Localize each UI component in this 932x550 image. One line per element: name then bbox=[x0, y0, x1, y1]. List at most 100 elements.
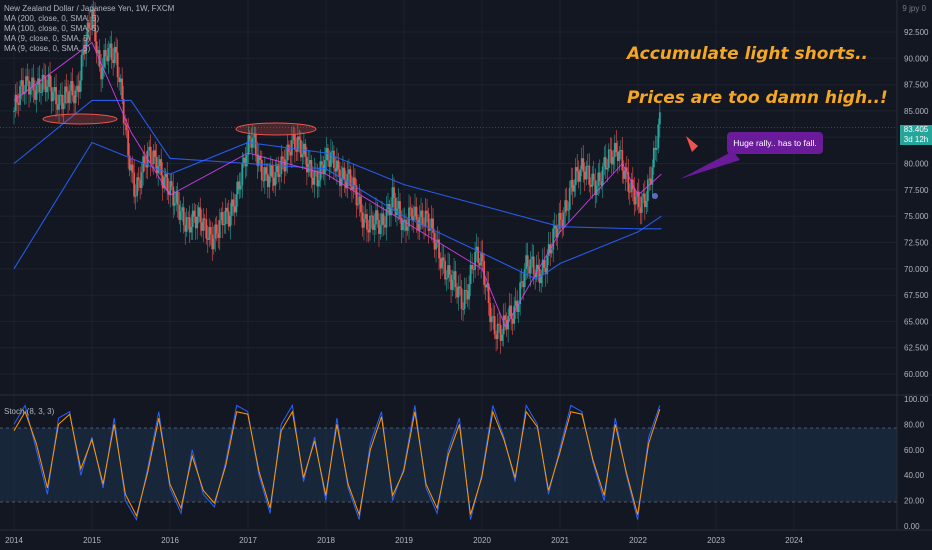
annotation-line-1[interactable]: Accumulate light shorts.. bbox=[627, 44, 868, 64]
time-axis[interactable]: 2014 2015 2016 2017 2018 2019 2020 2021 2022 2023… bbox=[5, 536, 803, 545]
candle-body bbox=[559, 213, 562, 220]
candle-body bbox=[658, 112, 661, 125]
candle-body bbox=[55, 87, 57, 105]
candle-body bbox=[137, 177, 140, 180]
candle-body bbox=[543, 259, 546, 269]
candle-body bbox=[247, 135, 250, 155]
candle-body bbox=[155, 157, 158, 174]
candle-body bbox=[408, 207, 410, 227]
candle-body bbox=[532, 256, 535, 275]
candle-body bbox=[373, 224, 376, 230]
candle-body bbox=[555, 225, 558, 238]
time-tick-label: 2019 bbox=[395, 536, 413, 545]
sell-arrow-icon[interactable] bbox=[686, 136, 698, 152]
candle-body bbox=[645, 200, 648, 208]
candle-body bbox=[520, 281, 523, 283]
stoch-axis[interactable]: 0.00 20.00 40.00 60.00 80.00 100.00 bbox=[904, 395, 929, 531]
candle-body bbox=[263, 167, 266, 181]
ma-9-label[interactable]: MA (9, close, 0, SMA, 5) bbox=[4, 34, 91, 43]
candle-body bbox=[56, 104, 59, 110]
candle-body bbox=[492, 316, 495, 318]
candle-body bbox=[271, 164, 274, 178]
candle-body bbox=[556, 228, 559, 238]
candle-body bbox=[296, 136, 299, 152]
drawing-shapes[interactable] bbox=[42, 113, 740, 199]
candle-body bbox=[604, 157, 607, 170]
candle-body bbox=[321, 161, 323, 165]
symbol-title[interactable]: New Zealand Dollar / Japanese Yen, 1W, F… bbox=[4, 4, 175, 13]
annotation-line-2[interactable]: Prices are too damn high..! bbox=[627, 88, 888, 108]
candle-body bbox=[212, 238, 215, 250]
candle-body bbox=[230, 199, 233, 216]
candle-body bbox=[131, 164, 134, 173]
candle-body bbox=[402, 220, 404, 231]
stoch-title[interactable]: Stoch (8, 3, 3) bbox=[4, 407, 55, 416]
candle-body bbox=[199, 207, 202, 223]
candle-body bbox=[429, 228, 431, 231]
ma-9b-label[interactable]: MA (9, close, 0, SMA, 5) bbox=[4, 44, 91, 53]
price-tick-label: 72.500 bbox=[904, 238, 929, 247]
highlight-ellipse-2014[interactable] bbox=[42, 113, 118, 125]
candle-body bbox=[223, 224, 226, 226]
last-price-value: 83.405 bbox=[903, 125, 929, 134]
candle-body bbox=[221, 212, 224, 226]
candle-body bbox=[474, 251, 476, 270]
candle-body bbox=[13, 110, 15, 112]
callout-label[interactable]: Huge rally.. has to fall. bbox=[727, 132, 823, 154]
candle-body bbox=[37, 78, 39, 86]
candle-body bbox=[652, 147, 655, 168]
candle-body bbox=[142, 156, 145, 173]
candle-body bbox=[313, 170, 316, 185]
candle-body bbox=[277, 164, 280, 177]
candle-body bbox=[112, 59, 115, 64]
time-tick-label: 2014 bbox=[5, 536, 23, 545]
candle-body bbox=[86, 22, 89, 40]
candle-body bbox=[412, 216, 415, 221]
candle-body bbox=[190, 226, 193, 233]
candle-body bbox=[640, 196, 643, 213]
candle-body bbox=[657, 124, 660, 148]
candle-body bbox=[447, 265, 449, 279]
candle-body bbox=[379, 225, 382, 234]
candle-body bbox=[411, 208, 413, 221]
candle-body bbox=[610, 150, 613, 165]
candle-body bbox=[451, 279, 454, 290]
ma-100-label[interactable]: MA (100, close, 0, SMA, 5) bbox=[4, 24, 100, 33]
candle-body bbox=[28, 80, 30, 95]
candle-body bbox=[220, 212, 223, 220]
candle-body bbox=[601, 166, 604, 186]
candle-body bbox=[317, 180, 320, 187]
candle-body bbox=[361, 212, 364, 228]
candle-body bbox=[227, 211, 230, 227]
candle-body bbox=[35, 85, 38, 100]
candle-body bbox=[185, 217, 188, 232]
candle-body bbox=[444, 260, 446, 280]
candle-body bbox=[29, 87, 32, 95]
candle-body bbox=[152, 150, 155, 164]
candle-body bbox=[625, 167, 628, 172]
candle-body bbox=[417, 219, 419, 231]
highlight-ellipse-2017[interactable] bbox=[235, 122, 317, 136]
ma-200-label[interactable]: MA (200, close, 0, SMA, 5) bbox=[4, 14, 100, 23]
candle-body bbox=[217, 233, 220, 238]
candle-body bbox=[136, 177, 139, 196]
candle-body bbox=[462, 308, 464, 310]
candle-body bbox=[239, 185, 242, 190]
candle-body bbox=[651, 167, 654, 185]
candle-body bbox=[260, 160, 263, 181]
candle-body bbox=[376, 210, 379, 220]
candle-body bbox=[502, 315, 505, 335]
candle-body bbox=[274, 172, 277, 186]
last-price-tag: 83.405 3d 12h bbox=[900, 125, 932, 145]
candle-body bbox=[600, 181, 603, 186]
candle-body bbox=[44, 76, 47, 93]
candle-body bbox=[481, 252, 484, 261]
candle-body bbox=[526, 255, 529, 267]
candle-body bbox=[595, 185, 598, 195]
candle-body bbox=[493, 316, 496, 335]
candle-body bbox=[211, 234, 214, 250]
candle-body bbox=[504, 315, 507, 320]
candle-body bbox=[242, 157, 245, 164]
candle-body bbox=[649, 178, 652, 185]
